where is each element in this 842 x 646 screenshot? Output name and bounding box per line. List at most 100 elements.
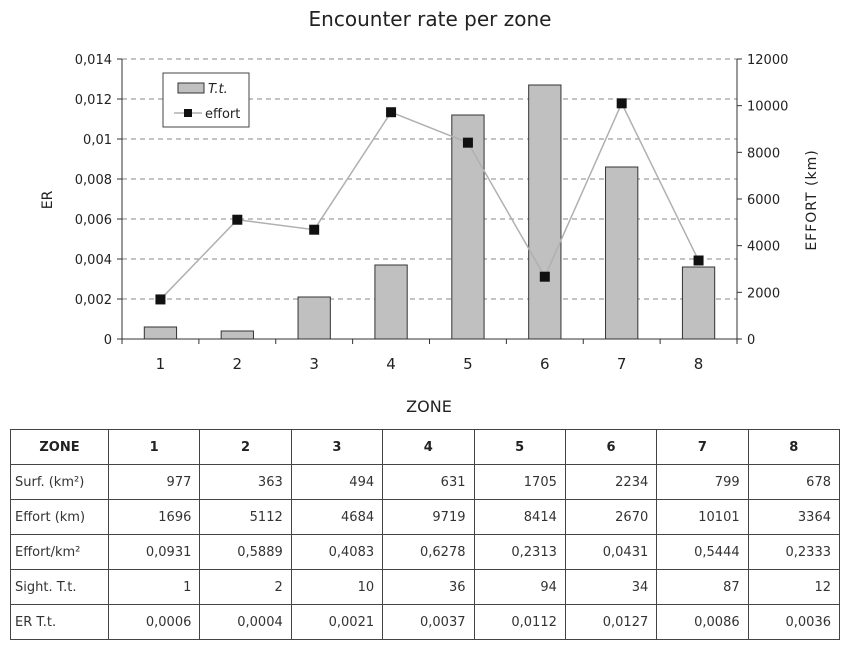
bar bbox=[374, 264, 408, 340]
effort-marker bbox=[462, 137, 473, 148]
table-cell: 0,0004 bbox=[199, 604, 292, 640]
bar-series bbox=[143, 84, 716, 340]
table-header-cell: 6 bbox=[564, 429, 658, 465]
effort-marker bbox=[232, 214, 243, 225]
x-tick-label: 4 bbox=[386, 355, 396, 373]
table-cell: 799 bbox=[656, 464, 749, 500]
y2-tick-label: 6000 bbox=[747, 193, 780, 208]
legend-label-effort: effort bbox=[205, 107, 240, 122]
table-cell: 87 bbox=[656, 569, 749, 605]
legend-label-tt: T.t. bbox=[208, 82, 228, 97]
effort-marker bbox=[693, 255, 704, 266]
table-cell: 977 bbox=[107, 464, 201, 500]
bar bbox=[451, 114, 485, 340]
table-cell: 36 bbox=[382, 569, 475, 605]
table-cell: 10101 bbox=[656, 499, 749, 535]
table-cell: 0,0431 bbox=[564, 534, 658, 570]
chart: Encounter rate per zone 0 0,002 0,004 0,006… bbox=[40, 7, 820, 416]
y2-tick-label: 0 bbox=[747, 333, 755, 348]
x-tick-label: 8 bbox=[694, 355, 704, 373]
table-cell: 363 bbox=[199, 464, 292, 500]
table-cell: 678 bbox=[747, 464, 841, 500]
axes bbox=[117, 58, 742, 344]
y2-tick-label: 4000 bbox=[747, 240, 780, 255]
table-header-cell: 4 bbox=[382, 429, 475, 465]
table-cell: 2234 bbox=[564, 464, 658, 500]
table-cell: 0,4083 bbox=[290, 534, 384, 570]
x-tick-label: 7 bbox=[617, 355, 627, 373]
data-table: ZONE 1 2 3 4 5 6 7 8 Surf. (km²) 977 363 49… bbox=[10, 429, 841, 640]
x-tick-label: 6 bbox=[540, 355, 550, 373]
table-cell: 0,2333 bbox=[747, 534, 841, 570]
y-tick-label: 0,002 bbox=[75, 293, 112, 308]
table-cell: 0,6278 bbox=[382, 534, 475, 570]
table-cell: 1696 bbox=[107, 499, 201, 535]
effort-marker bbox=[155, 294, 166, 305]
x-tick-label: 3 bbox=[309, 355, 319, 373]
table-row: Effort/km² 0,0931 0,5889 0,4083 0,6278 0,2313… bbox=[10, 534, 841, 570]
effort-marker bbox=[309, 224, 320, 235]
table-cell: 0,0931 bbox=[107, 534, 201, 570]
table-cell: 1705 bbox=[473, 464, 566, 500]
table-cell: 0,0037 bbox=[382, 604, 475, 640]
table-cell: 2670 bbox=[564, 499, 658, 535]
table-header-cell: 3 bbox=[290, 429, 384, 465]
y-tick-label: 0,006 bbox=[75, 213, 112, 228]
table-body: Surf. (km²) 977 363 494 631 1705 2234 799 678 Eff… bbox=[10, 464, 841, 640]
table-row: Effort (km) 1696 5112 4684 9719 8414 2670 10101… bbox=[10, 499, 841, 535]
x-axis-label: ZONE bbox=[406, 397, 452, 416]
y-axis-label: ER bbox=[40, 190, 56, 209]
gridlines bbox=[122, 58, 737, 300]
table-row: Surf. (km²) 977 363 494 631 1705 2234 799 678 bbox=[10, 464, 841, 500]
table-header-cell: 1 bbox=[107, 429, 201, 465]
table-cell: 10 bbox=[290, 569, 384, 605]
y-tick-label: 0,004 bbox=[75, 253, 112, 268]
y-tick-label: 0,014 bbox=[75, 53, 112, 68]
table-cell: 34 bbox=[564, 569, 658, 605]
table-cell: 1 bbox=[107, 569, 201, 605]
table-cell: 12 bbox=[747, 569, 841, 605]
table-header-cell: 5 bbox=[473, 429, 566, 465]
y2-tick-label: 10000 bbox=[747, 100, 788, 115]
table-cell: 494 bbox=[290, 464, 384, 500]
table-cell: 0,0086 bbox=[656, 604, 749, 640]
table-cell: 0,5444 bbox=[656, 534, 749, 570]
effort-marker bbox=[539, 271, 550, 282]
legend-bar-swatch bbox=[177, 82, 205, 94]
table-header-cell: 8 bbox=[747, 429, 841, 465]
table-cell: 3364 bbox=[747, 499, 841, 535]
table-header-row: ZONE 1 2 3 4 5 6 7 8 bbox=[10, 429, 841, 465]
y-tick-label: 0,008 bbox=[75, 173, 112, 188]
table-cell: 5112 bbox=[199, 499, 292, 535]
table-cell: 0,0112 bbox=[473, 604, 566, 640]
table-row-label: Effort (km) bbox=[10, 499, 109, 535]
table-cell: 0,2313 bbox=[473, 534, 566, 570]
y-tick-label: 0 bbox=[104, 333, 112, 348]
y2-tick-label: 2000 bbox=[747, 286, 780, 301]
bar bbox=[681, 266, 716, 340]
table-row-label: Sight. T.t. bbox=[10, 569, 109, 605]
table-cell: 4684 bbox=[290, 499, 384, 535]
y-axis-tick-labels: 0 0,002 0,004 0,006 0,008 0,01 0,012 0,014 bbox=[75, 53, 112, 348]
x-tick-label: 2 bbox=[233, 355, 243, 373]
table-cell: 0,0021 bbox=[290, 604, 384, 640]
y2-tick-label: 8000 bbox=[747, 146, 780, 161]
table-cell: 631 bbox=[382, 464, 475, 500]
table-cell: 94 bbox=[473, 569, 566, 605]
legend: T.t. effort bbox=[162, 72, 250, 128]
table-cell: 8414 bbox=[473, 499, 566, 535]
table-cell: 0,0006 bbox=[107, 604, 201, 640]
y-tick-label: 0,012 bbox=[75, 93, 112, 108]
y2-axis-tick-labels: 0 2000 4000 6000 8000 10000 12000 bbox=[747, 53, 788, 348]
table-row-label: Surf. (km²) bbox=[10, 464, 109, 500]
effort-marker bbox=[386, 107, 397, 118]
chart-title: Encounter rate per zone bbox=[309, 7, 552, 31]
effort-line bbox=[159, 101, 700, 300]
table-row: ER T.t. 0,0006 0,0004 0,0021 0,0037 0,0112 0,0… bbox=[10, 604, 841, 640]
table-cell: 0,0036 bbox=[747, 604, 841, 640]
bar bbox=[528, 84, 562, 340]
table-row-label: ER T.t. bbox=[10, 604, 109, 640]
table-cell: 0,0127 bbox=[564, 604, 658, 640]
table-row-label: Effort/km² bbox=[10, 534, 109, 570]
table-header-cell: 7 bbox=[656, 429, 749, 465]
